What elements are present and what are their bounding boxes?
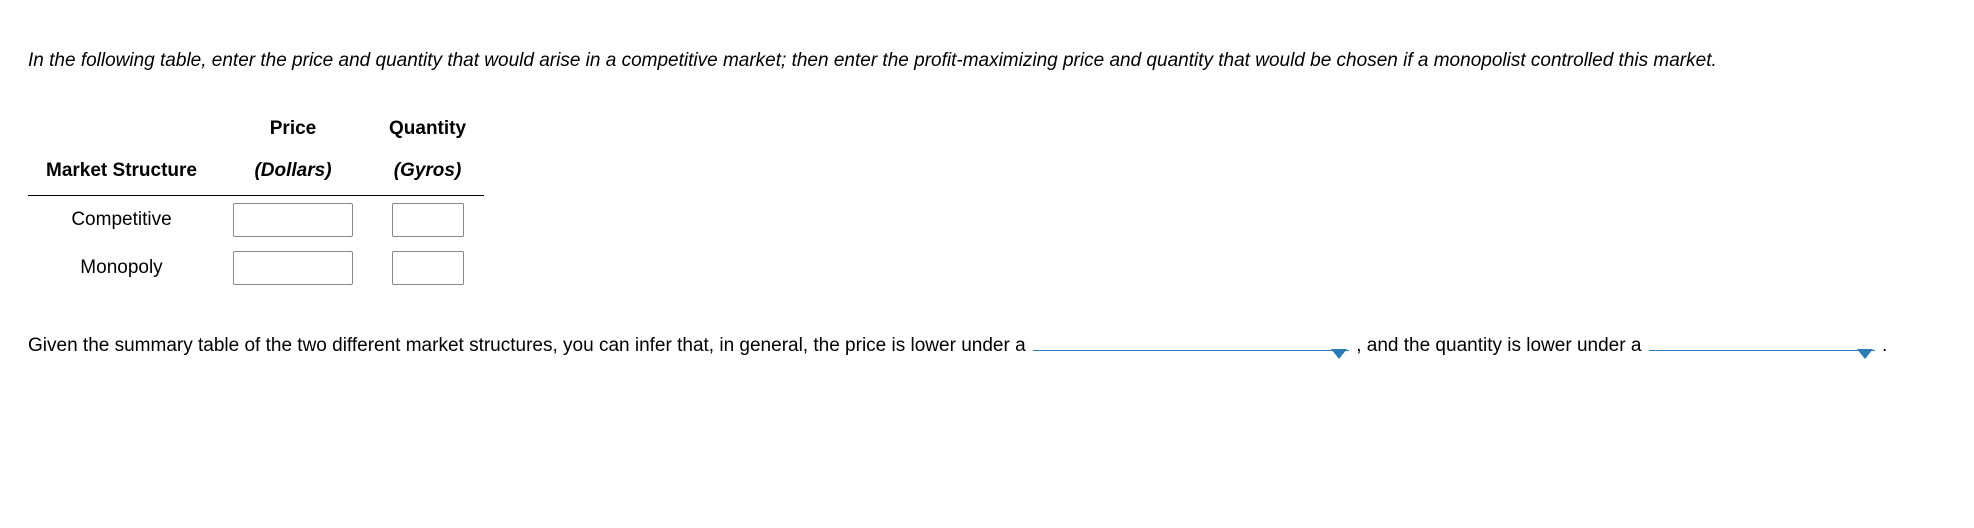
fill-text-2: and the quantity is lower under a <box>1367 335 1642 356</box>
monopoly-price-input[interactable] <box>233 251 353 285</box>
price-lower-dropdown[interactable] <box>1033 328 1349 364</box>
table-row: Competitive <box>28 196 484 245</box>
fill-sentence: Given the summary table of the two diffe… <box>28 328 1946 364</box>
col-qty-header: Quantity <box>371 107 484 149</box>
col-price-sub: (Dollars) <box>215 149 371 196</box>
fill-comma: , <box>1356 335 1361 356</box>
price-lower-value <box>1033 328 1349 351</box>
chevron-down-icon <box>1857 349 1873 359</box>
competitive-price-input[interactable] <box>233 203 353 237</box>
market-structure-table: Price Quantity Market Structure (Dollars… <box>28 107 484 292</box>
col-qty-sub: (Gyros) <box>371 149 484 196</box>
competitive-qty-input[interactable] <box>392 203 464 237</box>
qty-lower-dropdown[interactable] <box>1649 328 1875 364</box>
col-price-header: Price <box>215 107 371 149</box>
chevron-down-icon <box>1331 349 1347 359</box>
fill-period: . <box>1882 335 1887 356</box>
intro-text: In the following table, enter the price … <box>28 43 1946 79</box>
row-label-competitive: Competitive <box>28 196 215 245</box>
qty-lower-value <box>1649 328 1875 351</box>
table-row: Monopoly <box>28 244 484 292</box>
monopoly-qty-input[interactable] <box>392 251 464 285</box>
col-structure-header: Market Structure <box>28 149 215 196</box>
row-label-monopoly: Monopoly <box>28 244 215 292</box>
fill-text-1: Given the summary table of the two diffe… <box>28 335 1026 356</box>
